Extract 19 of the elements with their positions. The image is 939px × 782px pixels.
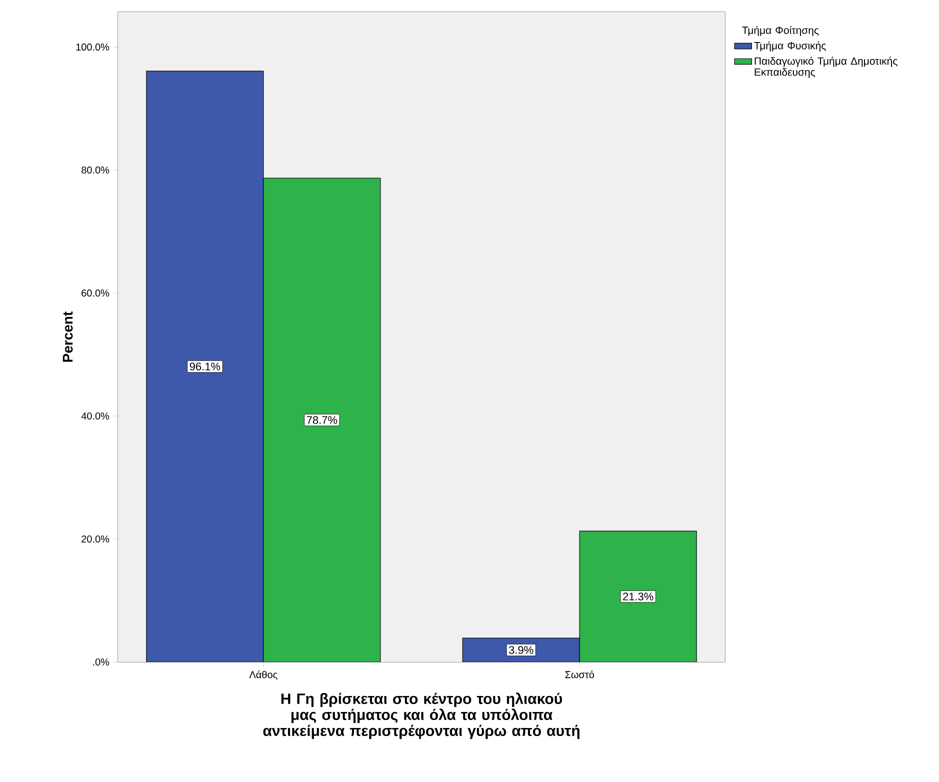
y-tick-label: 80.0% bbox=[82, 166, 110, 174]
data-label: 96.1% bbox=[190, 362, 220, 370]
y-tick-label: 40.0% bbox=[81, 412, 110, 420]
bar bbox=[579, 530, 697, 662]
y-tick-label: 60.0% bbox=[82, 289, 110, 297]
data-label: 3.9% bbox=[508, 646, 534, 654]
data-label: 78.7% bbox=[306, 416, 338, 424]
legend-label: Τμήμα Φυσικής bbox=[754, 41, 826, 52]
legend-title: Τμήμα Φοίτησης bbox=[742, 26, 819, 36]
y-tick-label: .0% bbox=[93, 658, 110, 666]
x-axis-title: Η Γη βρίσκεται στο κέντρο του ηλιακού μας συτήματος και όλα τα υπόλοιπα αντικείμενα περιστρέφονται γύρω από αυτή bbox=[263, 692, 580, 740]
x-tick-label: Σωστό bbox=[565, 670, 594, 678]
x-tick-label: Λάθος bbox=[249, 670, 278, 680]
y-axis-title: Percent bbox=[62, 312, 73, 362]
legend-label: Παιδαγωγικό Τμήμα Δημοτικής Εκπαιδευσης bbox=[754, 56, 898, 78]
bar bbox=[263, 178, 381, 662]
data-label: 21.3% bbox=[623, 592, 654, 600]
y-tick-label: 20.0% bbox=[82, 535, 110, 543]
y-tick-label: 100.0% bbox=[76, 44, 110, 51]
